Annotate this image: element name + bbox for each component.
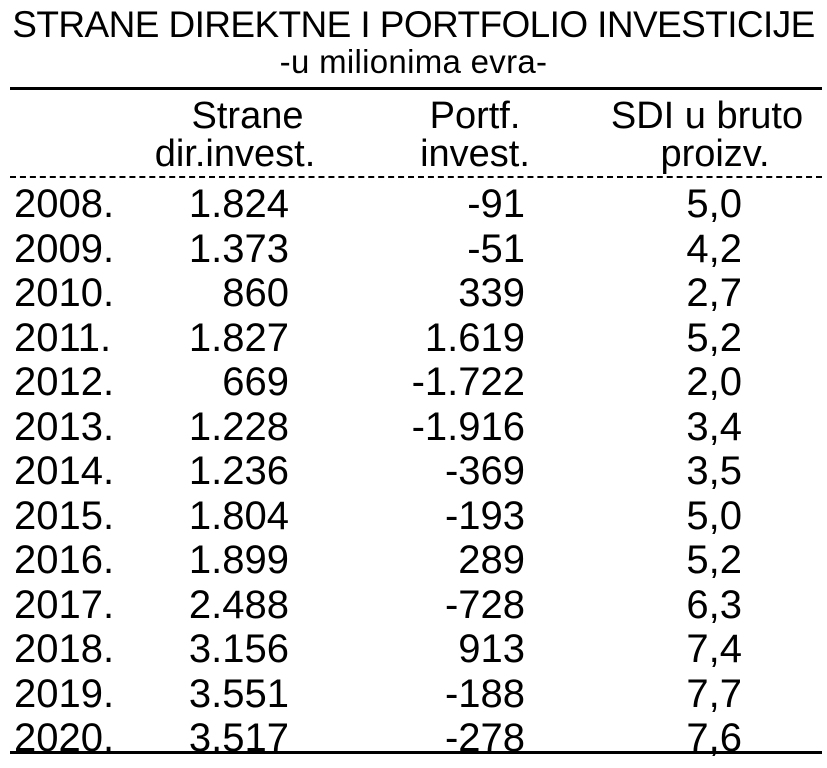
- sdi-gdp-share-cell: 5,0: [686, 493, 742, 538]
- table-row: 2016. 1.899 289 5,2: [0, 538, 827, 583]
- year-cell: 2009.: [14, 226, 115, 271]
- header-strane-dir-invest: Strane dir.invest.: [130, 97, 340, 173]
- sdi-cell: 860: [222, 271, 289, 315]
- header-line: Strane: [191, 95, 304, 137]
- portfolio-cell: -193: [444, 493, 525, 538]
- portfolio-cell: -188: [444, 671, 525, 716]
- sdi-cell: 1.899: [188, 538, 289, 582]
- header-portf-invest: Portf. invest.: [400, 97, 550, 173]
- year-cell: 2011.: [14, 315, 112, 360]
- year-cell: 2014.: [14, 449, 115, 493]
- sdi-cell: 1.236: [188, 449, 289, 493]
- table-title: STRANE DIREKTNE I PORTFOLIO INVESTICIJE: [12, 4, 815, 45]
- portfolio-cell: -369: [444, 449, 525, 493]
- sdi-gdp-share-cell: 5,2: [686, 538, 742, 582]
- table-row: 2015. 1.804 -193 5,0: [0, 494, 827, 539]
- table-row: 2018. 3.156 913 7,4: [0, 627, 827, 672]
- portfolio-cell: -1.722: [411, 360, 525, 404]
- header-line: invest.: [420, 133, 530, 175]
- portfolio-cell: 339: [458, 271, 525, 315]
- year-cell: 2015.: [14, 493, 115, 538]
- header-sdi-u-bruto-proizv: SDI u bruto proizv.: [590, 97, 824, 173]
- sdi-cell: 1.824: [188, 182, 289, 226]
- table-row: 2014. 1.236 -369 3,5: [0, 449, 827, 494]
- sdi-cell: 1.228: [188, 404, 289, 449]
- sdi-gdp-share-cell: 6,3: [686, 582, 742, 627]
- top-rule: [10, 87, 822, 90]
- year-cell: 2008.: [14, 182, 115, 226]
- sdi-gdp-share-cell: 2,7: [686, 271, 742, 315]
- portfolio-cell: -728: [444, 582, 525, 627]
- portfolio-cell: 289: [458, 538, 525, 582]
- sdi-cell: 3.551: [188, 671, 289, 716]
- portfolio-cell: -1.916: [411, 404, 525, 449]
- sdi-cell: 3.156: [188, 627, 289, 671]
- sdi-gdp-share-cell: 2,0: [686, 360, 742, 404]
- portfolio-cell: -91: [467, 182, 525, 226]
- portfolio-cell: 913: [458, 627, 525, 671]
- year-cell: 2010.: [14, 271, 115, 315]
- header-line: Portf.: [429, 95, 521, 137]
- header-divider-dashed: [10, 176, 822, 178]
- table-row: 2011. 1.827 1.619 5,2: [0, 316, 827, 361]
- year-cell: 2012.: [14, 360, 115, 404]
- table-row: 2009. 1.373 -51 4,2: [0, 227, 827, 272]
- year-cell: 2018.: [14, 627, 115, 671]
- header-line: proizv.: [660, 133, 770, 175]
- table-row: 2012. 669 -1.722 2,0: [0, 360, 827, 405]
- portfolio-cell: -51: [467, 226, 525, 271]
- header-line: SDI u bruto: [610, 95, 804, 137]
- year-cell: 2013.: [14, 404, 115, 449]
- sdi-cell: 1.804: [188, 493, 289, 538]
- year-cell: 2017.: [14, 582, 115, 627]
- bottom-rule: [10, 751, 822, 754]
- table-body: 2008. 1.824 -91 5,0 2009. 1.373 -51 4,2 2010. 860…: [0, 182, 827, 761]
- table-row: 2020. 3.517 -278 7,6: [0, 716, 827, 761]
- sdi-gdp-share-cell: 3,5: [686, 449, 742, 493]
- table-subtitle: -u milionima evra-: [279, 43, 548, 80]
- sdi-gdp-share-cell: 7,4: [686, 627, 742, 671]
- sdi-gdp-share-cell: 7,7: [686, 671, 742, 716]
- portfolio-cell: 1.619: [424, 315, 525, 360]
- sdi-cell: 1.373: [188, 226, 289, 271]
- sdi-gdp-share-cell: 3,4: [686, 404, 742, 449]
- table-row: 2017. 2.488 -728 6,3: [0, 583, 827, 628]
- table-row: 2013. 1.228 -1.916 3,4: [0, 405, 827, 450]
- sdi-cell: 1.827: [188, 315, 289, 360]
- sdi-cell: 669: [222, 360, 289, 404]
- table-row: 2019. 3.551 -188 7,7: [0, 672, 827, 717]
- sdi-gdp-share-cell: 4,2: [686, 226, 742, 271]
- table-row: 2008. 1.824 -91 5,0: [0, 182, 827, 227]
- sdi-gdp-share-cell: 5,0: [686, 182, 742, 226]
- table-row: 2010. 860 339 2,7: [0, 271, 827, 316]
- sdi-cell: 2.488: [188, 582, 289, 627]
- year-cell: 2016.: [14, 538, 115, 582]
- header-line: dir.invest.: [154, 133, 316, 175]
- sdi-gdp-share-cell: 5,2: [686, 315, 742, 360]
- year-cell: 2019.: [14, 671, 115, 716]
